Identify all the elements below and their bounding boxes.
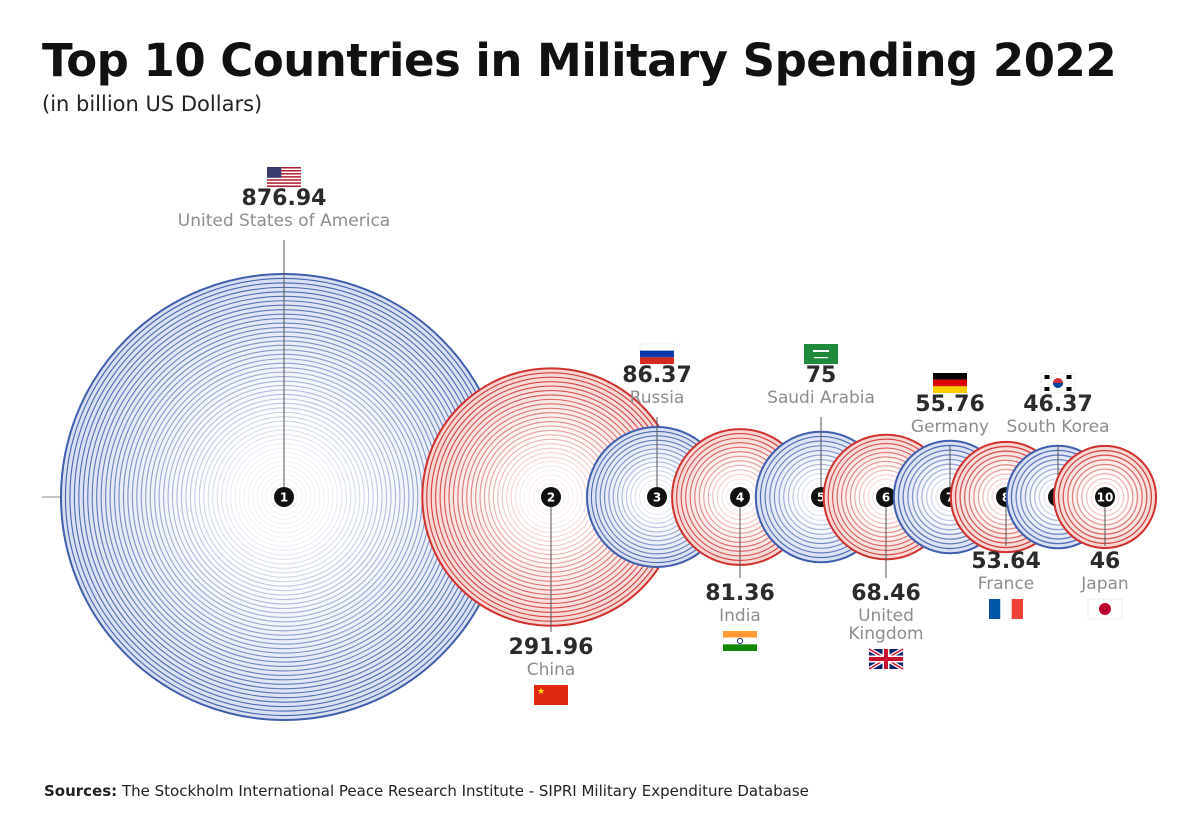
value-label: 876.94 [242, 186, 327, 211]
rank-marker [876, 487, 896, 507]
rank-label: 3 [653, 491, 661, 505]
chart-subtitle: (in billion US Dollars) [42, 92, 263, 116]
rank-marker [274, 487, 294, 507]
country-label: United States of America [178, 211, 390, 231]
country-label: China [527, 660, 576, 680]
country-label: United [858, 606, 914, 626]
value-label: 291.96 [509, 635, 594, 660]
rank-label: 2 [547, 491, 555, 505]
value-label: 86.37 [622, 363, 692, 388]
rank-marker [541, 487, 561, 507]
value-label: 46.37 [1023, 392, 1093, 417]
rank-label: 4 [736, 491, 744, 505]
country-label: South Korea [1006, 417, 1109, 437]
country-label: India [719, 606, 761, 626]
value-label: 46 [1090, 549, 1121, 574]
country-label: France [978, 574, 1035, 594]
country-label: Japan [1080, 574, 1128, 594]
us-flag-icon [267, 167, 301, 187]
country-label: Germany [911, 417, 989, 437]
rank-marker [1095, 487, 1115, 507]
sa-flag-icon [804, 344, 838, 364]
source-text: The Stockholm International Peace Resear… [121, 782, 809, 800]
jp-flag-icon [1087, 598, 1123, 620]
cn-flag-icon: ★ [534, 685, 568, 705]
fr-flag-icon [989, 599, 1023, 619]
gb-flag-icon [867, 647, 905, 671]
source-label: Sources: [44, 782, 118, 800]
rank-label: 1 [280, 491, 288, 505]
country-label: Russia [630, 388, 685, 408]
value-label: 55.76 [915, 392, 985, 417]
rank-label: 6 [882, 491, 890, 505]
chart-title: Top 10 Countries in Military Spending 20… [42, 34, 1117, 87]
rank-label: 5 [817, 491, 825, 505]
in-flag-icon [723, 631, 757, 651]
value-label: 75 [806, 363, 837, 388]
value-label: 53.64 [971, 549, 1041, 574]
rank-marker [730, 487, 750, 507]
de-flag-icon [933, 373, 967, 393]
rank-marker [647, 487, 667, 507]
source-note: Sources: The Stockholm International Pea… [44, 782, 809, 800]
value-label: 68.46 [851, 581, 921, 606]
bubble-outline [1052, 444, 1158, 550]
country-label: Kingdom [848, 624, 923, 644]
rank-label: 10 [1097, 491, 1114, 505]
ru-flag-icon [639, 343, 675, 364]
svg-text:★: ★ [537, 687, 545, 697]
country-label: Saudi Arabia [767, 388, 875, 408]
kr-flag-icon [1040, 372, 1076, 394]
value-label: 81.36 [705, 581, 775, 606]
